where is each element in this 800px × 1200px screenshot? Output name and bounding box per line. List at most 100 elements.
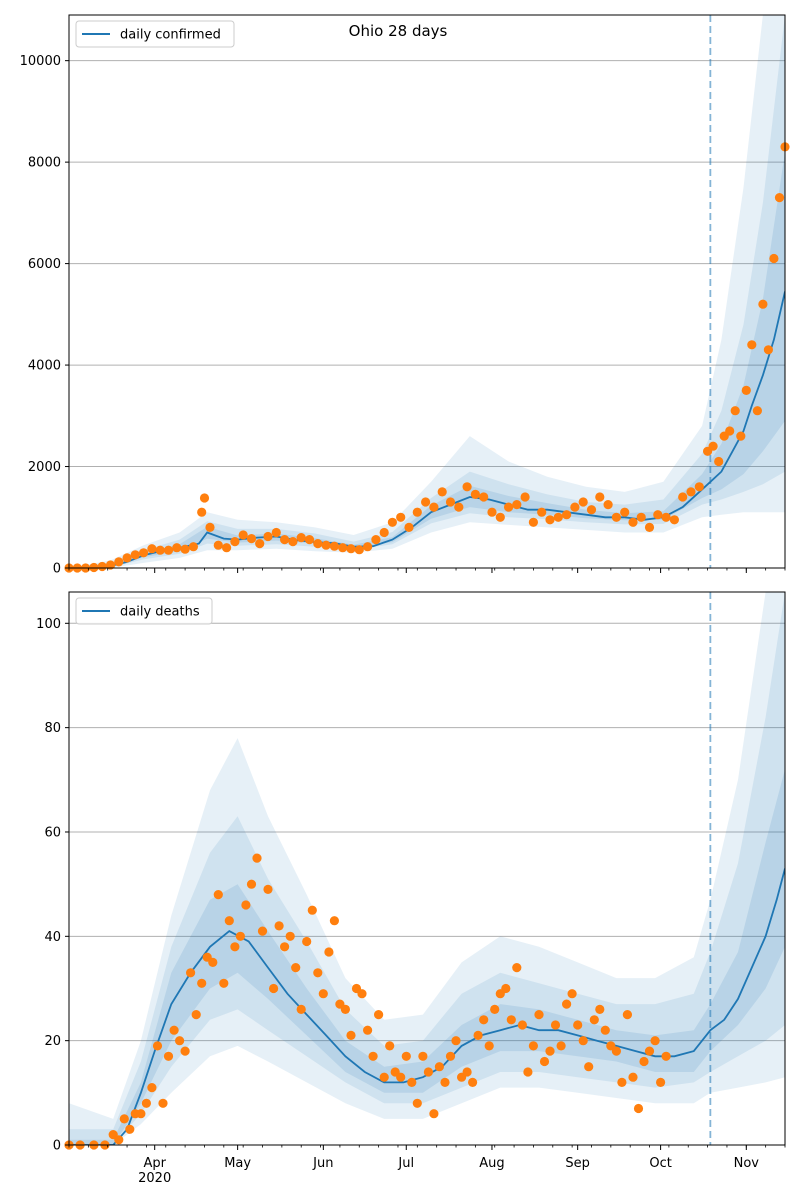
data-point xyxy=(479,1015,489,1025)
data-point xyxy=(329,541,339,551)
y-tick-label: 6000 xyxy=(28,257,61,272)
data-point xyxy=(152,1041,163,1051)
deaths-legend: daily deaths xyxy=(75,597,213,625)
chart-title: Ohio 28 days xyxy=(349,22,448,40)
x-tick-label: 2020 xyxy=(138,1171,171,1186)
data-point xyxy=(387,517,397,527)
data-point xyxy=(119,1114,129,1124)
data-point xyxy=(517,1020,528,1030)
data-point xyxy=(550,1020,561,1030)
data-point xyxy=(617,1077,627,1087)
data-point xyxy=(136,1109,146,1119)
data-point xyxy=(578,497,588,507)
data-point xyxy=(620,507,630,517)
data-point xyxy=(404,522,414,533)
y-tick-label: 0 xyxy=(53,562,61,577)
data-point xyxy=(429,502,439,512)
x-tick-label: May xyxy=(224,1156,251,1171)
data-point xyxy=(379,1072,389,1082)
confirmed-uncertainty-bands xyxy=(69,15,785,568)
data-point xyxy=(462,1067,472,1077)
y-tick-label: 8000 xyxy=(28,156,61,171)
data-point xyxy=(97,561,107,572)
data-point xyxy=(584,1062,594,1072)
data-point xyxy=(318,989,328,999)
data-point xyxy=(169,1025,179,1035)
data-point xyxy=(562,999,572,1009)
data-point xyxy=(769,253,779,264)
data-point xyxy=(246,879,257,889)
data-point xyxy=(329,916,339,926)
y-tick-label: 60 xyxy=(44,825,61,840)
data-point xyxy=(479,492,489,502)
data-point xyxy=(155,545,165,555)
y-tick-label: 0 xyxy=(53,1139,61,1154)
data-point xyxy=(213,890,223,900)
data-point xyxy=(669,515,680,525)
data-point xyxy=(114,557,124,567)
deaths-uncertainty-bands xyxy=(69,592,785,1145)
data-point xyxy=(445,1051,456,1061)
y-tick-label: 10000 xyxy=(20,54,61,69)
data-point xyxy=(661,1051,671,1061)
data-point xyxy=(595,492,605,502)
x-tick-label: Jun xyxy=(312,1156,333,1171)
data-point xyxy=(280,535,290,545)
data-point xyxy=(440,1077,450,1087)
data-point xyxy=(363,1025,373,1035)
data-point xyxy=(484,1041,494,1051)
data-point xyxy=(622,1010,633,1020)
data-point xyxy=(421,497,431,507)
data-point xyxy=(197,978,207,988)
data-point xyxy=(222,543,232,553)
confirmed-points xyxy=(64,142,790,573)
data-point xyxy=(545,515,555,525)
data-point xyxy=(263,884,273,895)
data-point xyxy=(374,1010,384,1020)
data-point xyxy=(628,517,638,527)
data-point xyxy=(758,299,768,309)
data-point xyxy=(230,537,240,547)
data-point xyxy=(708,441,718,451)
y-tick-label: 40 xyxy=(44,930,61,945)
data-point xyxy=(172,543,182,553)
data-point xyxy=(385,1041,395,1051)
data-point xyxy=(752,406,763,416)
data-point xyxy=(208,957,218,968)
confirmed-panel: 0 2000 4000 6000 8000 10000 Ohio 28 days dail… xyxy=(20,14,790,577)
axes-frame xyxy=(68,14,786,569)
x-tick-label: Apr xyxy=(143,1156,166,1171)
data-point xyxy=(304,535,315,545)
data-point xyxy=(589,1015,599,1025)
data-point xyxy=(285,931,295,941)
data-point xyxy=(346,1030,356,1040)
data-point xyxy=(628,1072,638,1082)
data-point xyxy=(578,1036,588,1046)
data-point xyxy=(396,512,406,522)
data-point xyxy=(523,1067,533,1077)
data-point xyxy=(371,535,381,545)
y-tick-label: 4000 xyxy=(28,359,61,374)
data-point xyxy=(263,531,273,542)
data-point xyxy=(545,1046,555,1056)
data-point xyxy=(407,1077,417,1087)
data-point xyxy=(678,492,688,502)
data-point xyxy=(141,1098,151,1108)
data-point xyxy=(512,500,522,510)
data-point xyxy=(163,545,174,555)
data-point xyxy=(288,537,298,547)
data-point xyxy=(412,1098,422,1108)
data-point xyxy=(213,540,223,550)
data-point xyxy=(252,853,262,863)
data-point xyxy=(197,507,207,517)
data-point xyxy=(363,542,373,552)
axes-frame xyxy=(68,591,786,1146)
data-point xyxy=(741,385,751,395)
data-point xyxy=(451,1036,461,1046)
data-point xyxy=(611,512,622,522)
data-point xyxy=(241,900,251,910)
data-point xyxy=(139,548,149,558)
data-point xyxy=(730,406,740,416)
data-point xyxy=(636,512,646,522)
data-point xyxy=(147,544,157,554)
